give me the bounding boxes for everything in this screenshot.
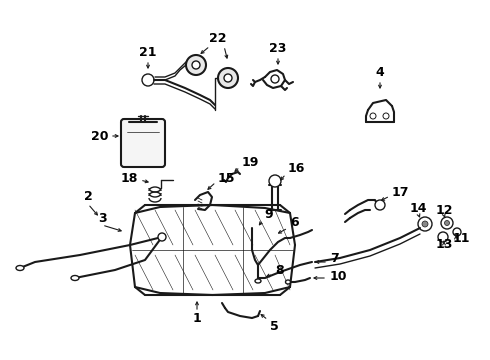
Circle shape <box>438 232 448 242</box>
Text: 19: 19 <box>242 156 259 168</box>
Text: 13: 13 <box>436 238 453 251</box>
Ellipse shape <box>16 266 24 270</box>
Text: 22: 22 <box>209 31 227 45</box>
Circle shape <box>192 61 200 69</box>
Circle shape <box>444 220 449 225</box>
Text: 8: 8 <box>275 264 284 276</box>
Circle shape <box>224 74 232 82</box>
FancyBboxPatch shape <box>121 119 165 167</box>
Text: 20: 20 <box>91 130 108 143</box>
Circle shape <box>269 175 281 187</box>
Circle shape <box>142 74 154 86</box>
Ellipse shape <box>71 275 79 280</box>
Text: 17: 17 <box>392 185 410 198</box>
Circle shape <box>186 55 206 75</box>
Circle shape <box>375 200 385 210</box>
Circle shape <box>218 68 238 88</box>
Ellipse shape <box>286 280 291 284</box>
Circle shape <box>441 217 453 229</box>
Text: 10: 10 <box>330 270 347 283</box>
Circle shape <box>158 233 166 241</box>
Text: 18: 18 <box>121 171 138 184</box>
Circle shape <box>370 113 376 119</box>
Text: 16: 16 <box>288 162 305 175</box>
Text: 7: 7 <box>330 252 339 266</box>
Text: 9: 9 <box>264 208 272 221</box>
Text: 5: 5 <box>270 320 279 333</box>
Text: 14: 14 <box>410 202 427 215</box>
Circle shape <box>422 221 428 227</box>
Text: 15: 15 <box>218 171 236 184</box>
Ellipse shape <box>255 279 261 283</box>
Text: 11: 11 <box>453 231 470 244</box>
Text: 12: 12 <box>436 203 454 216</box>
Circle shape <box>383 113 389 119</box>
Circle shape <box>453 228 461 236</box>
Text: 21: 21 <box>139 45 157 58</box>
Text: 4: 4 <box>376 66 384 78</box>
Text: 6: 6 <box>290 216 298 230</box>
Text: 1: 1 <box>193 311 201 324</box>
Circle shape <box>418 217 432 231</box>
Text: 2: 2 <box>84 189 93 202</box>
Circle shape <box>271 75 279 83</box>
Text: 3: 3 <box>98 211 106 225</box>
Text: 23: 23 <box>270 41 287 54</box>
